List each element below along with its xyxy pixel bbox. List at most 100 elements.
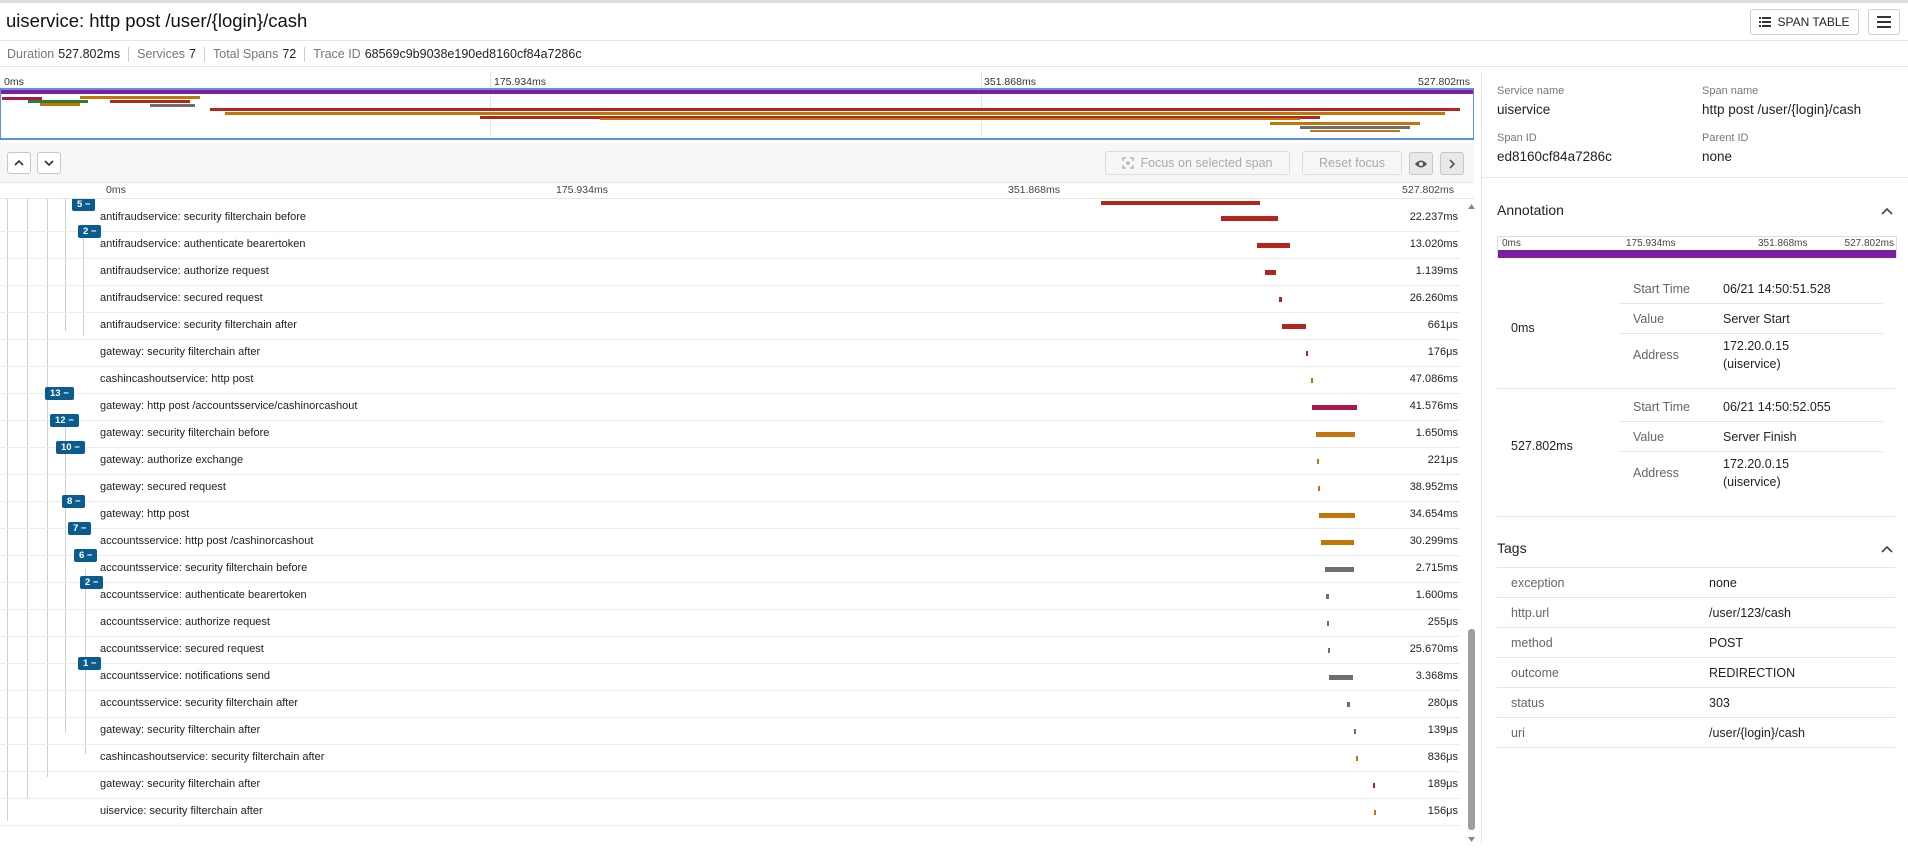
span-bar[interactable]	[1220, 216, 1279, 221]
address-ip: 172.20.0.15	[1723, 457, 1790, 471]
open-detail-button[interactable]	[1440, 152, 1464, 175]
span-row[interactable]: gateway: authorize exchange 221μs	[0, 448, 1460, 475]
span-row[interactable]: antifraudservice: secured request 26.260m…	[0, 286, 1460, 313]
annotation-heading: Annotation	[1497, 202, 1564, 218]
focus-selected-button[interactable]: Focus on selected span	[1105, 151, 1290, 175]
collapse-children-badge[interactable]: 5 −	[72, 199, 96, 211]
span-bar[interactable]	[1318, 513, 1355, 518]
expand-button[interactable]	[7, 152, 31, 174]
services-value: 7	[189, 47, 196, 61]
span-bar[interactable]	[1326, 594, 1329, 599]
span-row[interactable]: antifraudservice: authorize request 1.139…	[0, 259, 1460, 286]
span-duration: 836μs	[1427, 751, 1458, 763]
span-bar[interactable]	[1311, 378, 1314, 383]
span-row[interactable]: accountsservice: secured request 25.670ms	[0, 637, 1460, 664]
span-bar[interactable]	[1325, 567, 1354, 572]
span-bar[interactable]	[1256, 243, 1291, 248]
collapse-children-badge[interactable]: 13 −	[45, 387, 74, 400]
span-scrollbar[interactable]	[1467, 199, 1476, 844]
span-bar[interactable]	[1329, 675, 1354, 680]
span-bar[interactable]	[1356, 756, 1359, 761]
address-service: (uiservice)	[1723, 475, 1781, 489]
span-row[interactable]: antifraudservice: authenticate bearertok…	[0, 232, 1460, 259]
span-table-button[interactable]: SPAN TABLE	[1750, 9, 1859, 35]
tags-collapse-icon[interactable]	[1880, 544, 1894, 554]
annotation-tick-3: 527.802ms	[1844, 238, 1894, 249]
minimap-tick-2: 351.868ms	[984, 76, 1036, 88]
parent-id-value: none	[1702, 149, 1733, 164]
ruler-tick-0: 0ms	[106, 184, 126, 196]
span-row[interactable]: gateway: security filterchain before 1.65…	[0, 421, 1460, 448]
menu-button[interactable]	[1868, 9, 1900, 35]
collapse-children-badge[interactable]: 1 −	[78, 657, 102, 670]
span-bar[interactable]	[1316, 459, 1319, 464]
annotation-collapse-icon[interactable]	[1880, 206, 1894, 216]
span-row[interactable]: gateway: http post /accountsservice/cash…	[0, 394, 1460, 421]
span-bar[interactable]	[1353, 729, 1356, 734]
span-bar[interactable]	[1316, 432, 1355, 437]
span-bar[interactable]	[1281, 324, 1306, 329]
span-row[interactable]: gateway: secured request 38.952ms	[0, 475, 1460, 502]
span-bar[interactable]	[1279, 297, 1282, 302]
chevron-down-icon	[44, 160, 54, 166]
tag-value: none	[1709, 576, 1737, 590]
reset-focus-button[interactable]: Reset focus	[1302, 151, 1402, 175]
collapse-children-badge[interactable]: 2 −	[80, 576, 104, 589]
address-ip: 172.20.0.15	[1723, 339, 1790, 353]
span-bar[interactable]	[1374, 810, 1377, 815]
span-row[interactable]: accountsservice: security filterchain af…	[0, 691, 1460, 718]
collapse-children-badge[interactable]: 8 −	[62, 495, 86, 508]
tag-key: exception	[1511, 576, 1565, 590]
span-row[interactable]: gateway: security filterchain after 139μs	[0, 718, 1460, 745]
span-duration: 139μs	[1427, 724, 1458, 736]
span-name: gateway: http post	[100, 508, 190, 520]
start-time-value: 06/21 14:50:52.055	[1723, 400, 1831, 414]
span-duration: 26.260ms	[1409, 292, 1458, 304]
hamburger-menu-icon	[1877, 16, 1891, 28]
span-duration: 3.368ms	[1415, 670, 1458, 682]
span-row[interactable]: antifraudservice: security filterchain b…	[0, 205, 1460, 232]
span-bar[interactable]	[1328, 648, 1331, 653]
span-bar[interactable]	[1264, 270, 1277, 275]
trace-id-value: 68569c9b9038e190ed8160cf84a7286c	[364, 47, 582, 61]
span-name-label: Span name	[1702, 85, 1759, 97]
span-row[interactable]: accountsservice: notifications send 3.368…	[0, 664, 1460, 691]
annotation-timeline: 0ms 175.934ms 351.868ms 527.802ms	[1497, 236, 1897, 258]
span-name: gateway: security filterchain after	[100, 778, 261, 790]
minimap-tick-3: 527.802ms	[1418, 76, 1470, 88]
span-row[interactable]: gateway: security filterchain after 189μs	[0, 772, 1460, 799]
span-duration: 13.020ms	[1409, 238, 1458, 250]
span-duration: 22.237ms	[1409, 211, 1458, 223]
span-row[interactable]: uiservice: security filterchain after 156…	[0, 799, 1460, 826]
span-row[interactable]: cashincashoutservice: security filtercha…	[0, 745, 1460, 772]
span-row[interactable]: accountsservice: authenticate bearertoke…	[0, 583, 1460, 610]
span-row[interactable]: gateway: http post 34.654ms	[0, 502, 1460, 529]
span-duration: 176μs	[1427, 346, 1458, 358]
span-row[interactable]: accountsservice: http post /cashinorcash…	[0, 529, 1460, 556]
span-bar[interactable]	[1305, 351, 1308, 356]
collapse-button[interactable]	[37, 152, 61, 174]
trace-minimap[interactable]: 0ms 175.934ms 351.868ms 527.802ms	[0, 72, 1474, 140]
span-row[interactable]: cashincashoutservice: http post 47.086ms	[0, 367, 1460, 394]
span-bar[interactable]	[1312, 405, 1357, 410]
span-bar[interactable]	[1372, 783, 1375, 788]
span-name: cashincashoutservice: http post	[100, 373, 254, 385]
span-row[interactable]: antifraudservice: security filterchain a…	[0, 313, 1460, 340]
toggle-visibility-button[interactable]	[1409, 152, 1433, 175]
span-bar[interactable]	[1317, 486, 1320, 491]
span-bar[interactable]	[1347, 702, 1351, 707]
collapse-children-badge[interactable]: 7 −	[68, 522, 92, 535]
collapse-children-badge[interactable]: 12 −	[50, 414, 79, 427]
span-row[interactable]: gateway: security filterchain after 176μs	[0, 340, 1460, 367]
span-name: gateway: authorize exchange	[100, 454, 244, 466]
trace-stats: Duration 527.802ms Services 7 Total Span…	[0, 42, 1908, 67]
span-bar[interactable]	[1321, 540, 1354, 545]
span-row[interactable]: accountsservice: authorize request 255μs	[0, 610, 1460, 637]
collapse-children-badge[interactable]: 2 −	[78, 225, 102, 238]
span-row[interactable]: accountsservice: security filterchain be…	[0, 556, 1460, 583]
collapse-children-badge[interactable]: 10 −	[56, 441, 85, 454]
ruler-tick-3: 527.802ms	[1402, 184, 1454, 196]
annotation-value: Server Start	[1723, 312, 1790, 326]
span-bar[interactable]	[1326, 621, 1329, 626]
collapse-children-badge[interactable]: 6 −	[74, 549, 98, 562]
